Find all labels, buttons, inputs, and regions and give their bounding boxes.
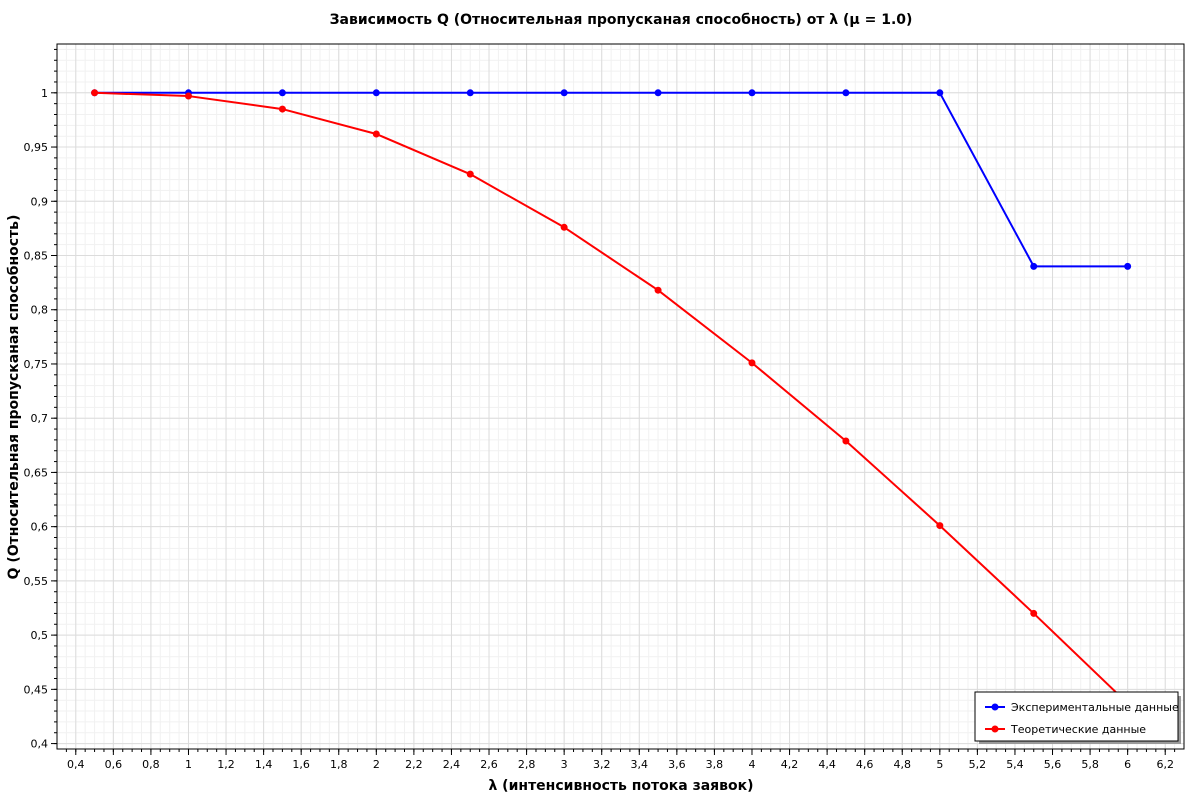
data-point-2 [372,130,380,138]
data-point-2 [184,92,192,100]
legend-marker-1 [991,703,999,711]
y-tick-label: 0,95 [24,141,49,154]
y-axis-title: Q (Относительная пропусканая способность… [6,215,22,580]
x-tick-label: 1,6 [292,758,310,771]
data-point-1 [748,89,756,97]
y-tick-label: 0,55 [24,575,49,588]
x-tick-label: 2,6 [480,758,498,771]
x-tick-label: 3,4 [631,758,649,771]
y-tick-label: 0,9 [31,195,49,208]
data-point-1 [936,89,944,97]
legend-label-2: Теоретические данные [1010,723,1146,736]
legend-marker-2 [991,725,999,733]
y-tick-label: 0,4 [31,738,49,751]
y-tick-label: 1 [41,87,48,100]
y-tick-label: 0,65 [24,466,49,479]
x-tick-label: 0,4 [67,758,85,771]
x-axis: 0,4 0,6 0,8 1 1,2 1,4 1,6 1,8 2 2,2 2,4 2,6 2,8 3 3,2 3… [65,749,1176,771]
data-point-1 [654,89,662,97]
x-tick-label: 5,2 [969,758,987,771]
series-line-1 [94,91,1128,268]
x-tick-label: 2,4 [443,758,461,771]
x-tick-label: 4,4 [818,758,836,771]
x-tick-label: 3,8 [706,758,724,771]
data-point-2 [842,437,850,445]
x-tick-label: 3,2 [593,758,611,771]
y-tick-label: 0,45 [24,683,49,696]
x-tick-label: 4,8 [894,758,912,771]
data-point-2 [1030,609,1038,617]
x-tick-label: 5,4 [1006,758,1024,771]
x-tick-label: 0,8 [142,758,160,771]
data-point-1 [466,89,474,97]
x-tick-label: 4,6 [856,758,874,771]
data-point-2 [936,522,944,530]
chart-title: Зависимость Q (Относительная пропусканая… [330,12,913,28]
y-tick-label: 0,7 [31,412,49,425]
data-point-1 [842,89,850,97]
x-axis-title: λ (интенсивность потока заявок) [488,778,753,794]
series-line-2 [94,91,1129,705]
x-tick-label: 6 [1124,758,1131,771]
y-axis: 0,4 0,45 0,5 0,55 0,6 0,65 0,7 0,75 0,8 0,85 0,9 0,… [24,48,57,751]
x-tick-label: 3 [561,758,568,771]
data-point-2 [278,105,286,113]
x-tick-label: 6,2 [1156,758,1174,771]
data-point-2 [654,286,662,294]
x-tick-label: 5,8 [1081,758,1099,771]
data-point-1 [560,89,568,97]
x-tick-label: 2,2 [405,758,423,771]
data-point-2 [560,223,568,231]
data-point-1 [372,89,380,97]
x-tick-label: 2,8 [518,758,536,771]
data-point-2 [91,89,99,97]
x-tick-label: 1 [185,758,192,771]
data-point-2 [748,359,756,367]
y-tick-label: 0,6 [31,521,49,534]
legend-label-1: Экспериментальные данные [1011,701,1179,714]
x-tick-label: 4,2 [781,758,799,771]
y-tick-label: 0,8 [31,304,49,317]
y-tick-label: 0,75 [24,358,49,371]
x-tick-label: 5,6 [1044,758,1062,771]
y-tick-label: 0,5 [31,629,49,642]
x-tick-label: 0,6 [105,758,123,771]
data-point-1 [1124,262,1132,270]
data-point-1 [1030,262,1038,270]
legend-box [974,691,1179,742]
data-point-1 [278,89,286,97]
y-tick-label: 0,85 [24,250,49,263]
x-tick-label: 1,2 [217,758,235,771]
legend: Экспериментальные данные Теоретические да… [974,691,1181,744]
x-tick-label: 3,6 [668,758,686,771]
data-point-2 [466,170,474,178]
x-tick-label: 2 [373,758,380,771]
x-tick-label: 4 [748,758,755,771]
x-tick-label: 1,4 [255,758,273,771]
x-tick-label: 5 [936,758,943,771]
x-tick-label: 1,8 [330,758,348,771]
